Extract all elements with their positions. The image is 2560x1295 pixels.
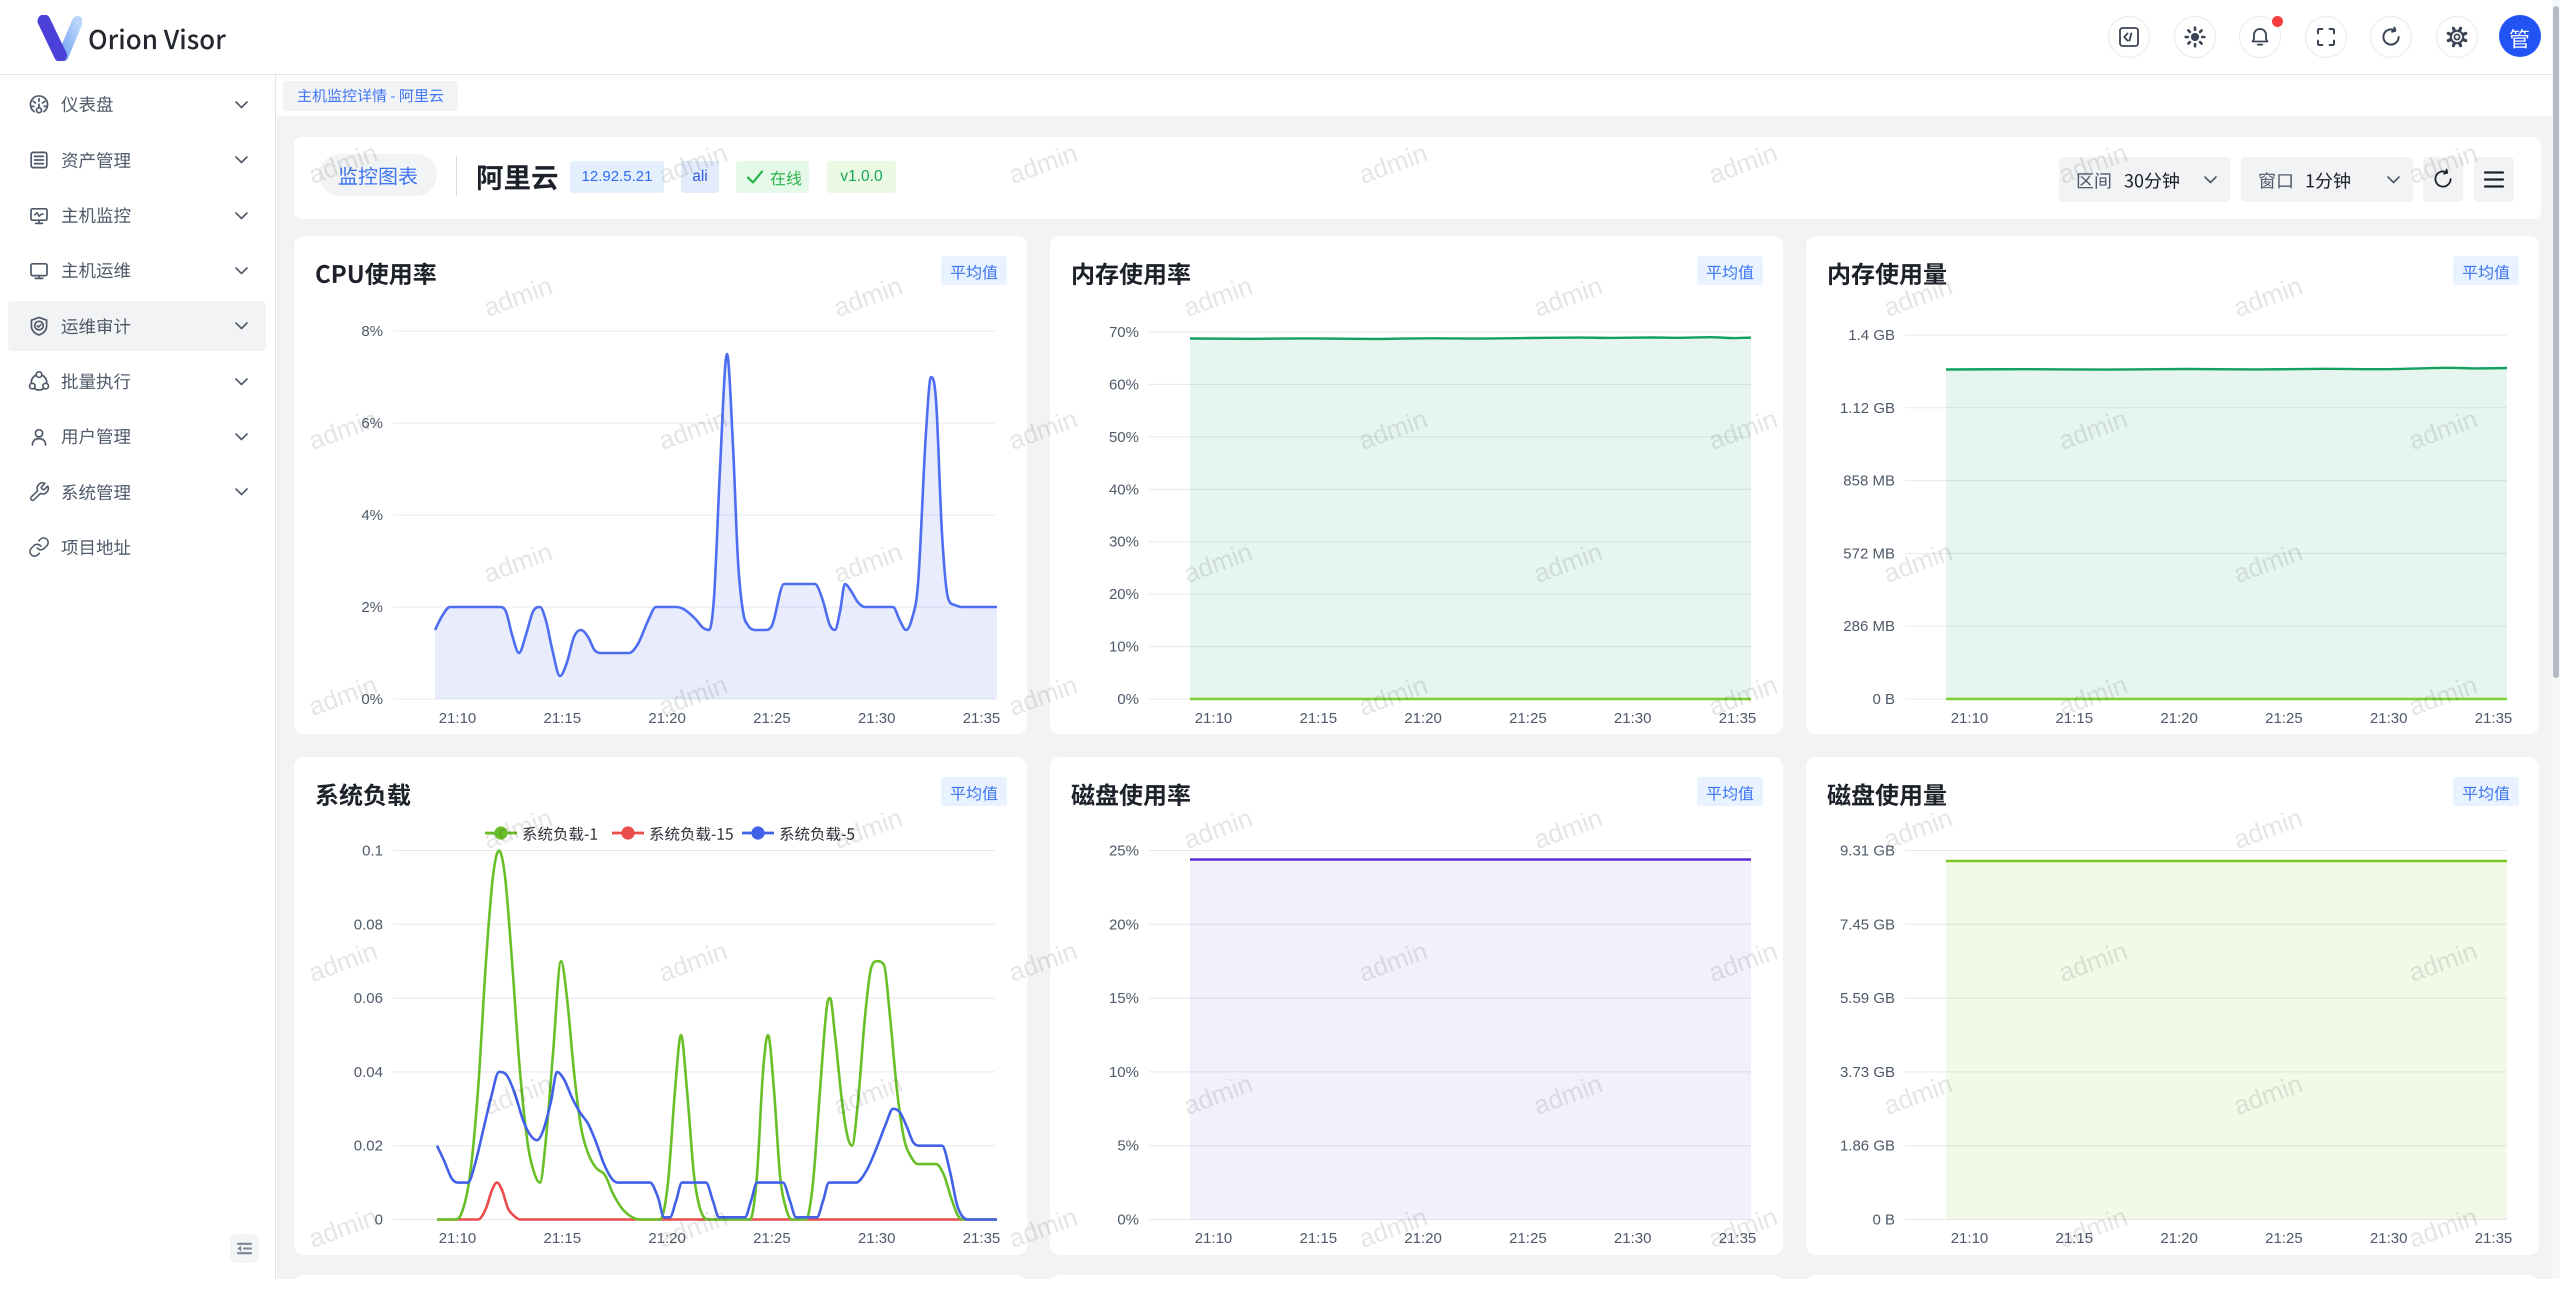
svg-text:572 MB: 572 MB [1843,545,1895,562]
svg-text:7.45 GB: 7.45 GB [1840,916,1895,933]
svg-text:21:30: 21:30 [2370,710,2408,727]
svg-text:21:30: 21:30 [2370,1230,2408,1247]
svg-text:10%: 10% [1109,1064,1139,1081]
svg-text:40%: 40% [1109,481,1139,498]
svg-text:60%: 60% [1109,376,1139,393]
svg-text:21:25: 21:25 [1509,1230,1547,1247]
svg-text:21:15: 21:15 [1300,1230,1338,1247]
svg-text:1.12 GB: 1.12 GB [1840,400,1895,417]
svg-text:50%: 50% [1109,429,1139,446]
svg-text:5.59 GB: 5.59 GB [1840,990,1895,1007]
svg-text:8%: 8% [361,323,383,340]
svg-text:20%: 20% [1109,586,1139,603]
svg-text:21:30: 21:30 [1614,1230,1652,1247]
svg-text:2%: 2% [361,599,383,616]
svg-text:70%: 70% [1109,324,1139,341]
svg-text:21:10: 21:10 [1951,710,1989,727]
svg-text:21:20: 21:20 [2160,710,2198,727]
svg-text:21:35: 21:35 [963,710,1001,727]
svg-text:3.73 GB: 3.73 GB [1840,1064,1895,1081]
svg-text:21:30: 21:30 [1614,710,1652,727]
svg-text:21:35: 21:35 [2475,1230,2513,1247]
svg-text:5%: 5% [1117,1138,1139,1155]
svg-text:21:25: 21:25 [2265,710,2303,727]
svg-text:10%: 10% [1109,639,1139,656]
svg-text:0%: 0% [1117,1212,1139,1229]
svg-text:1.86 GB: 1.86 GB [1840,1138,1895,1155]
svg-text:21:30: 21:30 [858,710,896,727]
svg-text:21:10: 21:10 [439,710,477,727]
svg-text:0 B: 0 B [1872,1212,1895,1229]
svg-text:9.31 GB: 9.31 GB [1840,843,1895,860]
svg-text:20%: 20% [1109,916,1139,933]
svg-text:0%: 0% [361,691,383,708]
svg-text:286 MB: 286 MB [1843,618,1895,635]
svg-text:6%: 6% [361,415,383,432]
svg-text:21:15: 21:15 [2056,1230,2094,1247]
svg-text:21:20: 21:20 [1404,1230,1442,1247]
svg-text:21:10: 21:10 [1195,710,1233,727]
svg-text:21:35: 21:35 [1719,1230,1757,1247]
svg-text:21:35: 21:35 [1719,710,1757,727]
svg-text:15%: 15% [1109,990,1139,1007]
svg-text:30%: 30% [1109,534,1139,551]
svg-text:0 B: 0 B [1872,691,1895,708]
svg-text:25%: 25% [1109,843,1139,860]
svg-text:21:15: 21:15 [544,710,582,727]
svg-text:21:15: 21:15 [1300,710,1338,727]
svg-text:21:10: 21:10 [1195,1230,1233,1247]
svg-text:21:20: 21:20 [1404,710,1442,727]
svg-text:21:20: 21:20 [648,710,686,727]
svg-text:21:20: 21:20 [2160,1230,2198,1247]
svg-text:21:35: 21:35 [2475,710,2513,727]
svg-text:21:15: 21:15 [2056,710,2094,727]
svg-text:4%: 4% [361,507,383,524]
svg-text:21:25: 21:25 [1509,710,1547,727]
svg-text:21:10: 21:10 [1951,1230,1989,1247]
svg-text:21:25: 21:25 [2265,1230,2303,1247]
svg-text:1.4 GB: 1.4 GB [1848,327,1895,344]
svg-text:0%: 0% [1117,691,1139,708]
svg-text:21:25: 21:25 [753,710,791,727]
svg-text:858 MB: 858 MB [1843,473,1895,490]
